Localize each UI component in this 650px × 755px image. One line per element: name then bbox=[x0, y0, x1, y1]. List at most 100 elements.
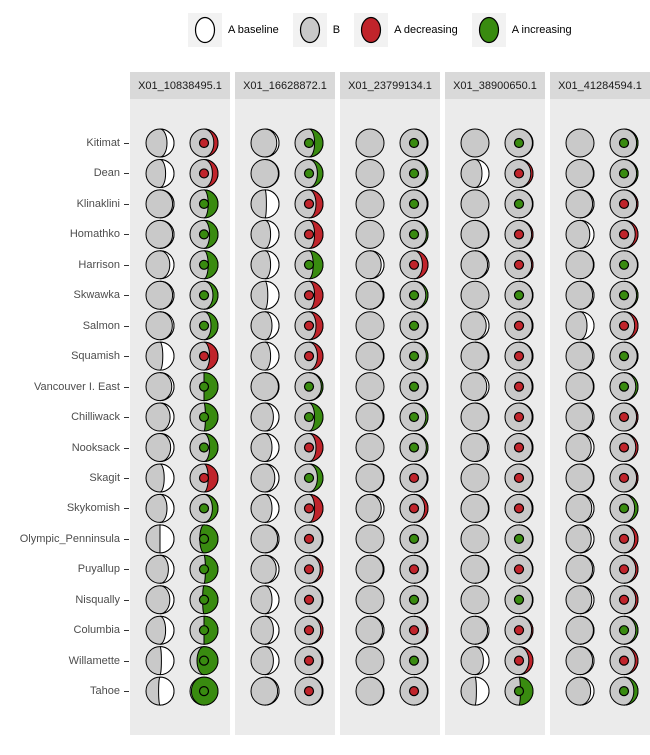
moon-glyph-baseline bbox=[145, 676, 175, 706]
moon-glyph-change-inc bbox=[189, 402, 219, 432]
y-axis-tick bbox=[124, 417, 129, 418]
y-axis-tick bbox=[124, 143, 129, 144]
moon-glyph-change-dec bbox=[504, 433, 534, 462]
moon-glyph-baseline bbox=[565, 189, 595, 219]
moon-glyph-change-inc bbox=[399, 646, 429, 676]
moon-glyph-baseline bbox=[355, 158, 385, 188]
moon-glyph-baseline bbox=[250, 402, 280, 432]
moon-glyph-change-dec bbox=[189, 341, 219, 371]
legend: A baseline B A decreasing A increasing bbox=[188, 12, 586, 48]
row-label: Olympic_Penninsula bbox=[19, 532, 120, 545]
moon-glyph-baseline bbox=[460, 676, 490, 706]
moon-glyph-change-inc bbox=[294, 463, 324, 493]
moon-glyph-change-inc bbox=[189, 585, 219, 615]
moon-glyph-baseline bbox=[460, 524, 490, 554]
moon-glyph-change-inc bbox=[189, 311, 219, 341]
moon-glyph-baseline bbox=[250, 189, 280, 219]
moon-glyph-change-inc bbox=[189, 219, 219, 249]
panel-strip: X01_41284594.1 bbox=[550, 72, 650, 99]
moon-glyph-baseline bbox=[460, 433, 490, 462]
panel-strip-label: X01_23799134.1 bbox=[348, 79, 432, 92]
moon-glyph-baseline bbox=[145, 646, 175, 676]
y-axis-tick bbox=[124, 234, 129, 235]
y-axis-tick bbox=[124, 600, 129, 601]
row-label: Skwawka bbox=[73, 289, 120, 302]
moon-glyph-baseline bbox=[145, 158, 175, 188]
moon-glyph-baseline bbox=[355, 493, 385, 523]
row-label: Willamette bbox=[68, 654, 120, 667]
moon-glyph-change-inc bbox=[504, 189, 534, 219]
moon-glyph-baseline bbox=[355, 554, 385, 584]
moon-glyph-change-inc bbox=[294, 128, 324, 158]
moon-glyph-baseline bbox=[565, 341, 595, 371]
row-label: Nisqually bbox=[75, 593, 120, 606]
moon-glyph-change-dec bbox=[504, 615, 534, 645]
row-label: Salmon bbox=[82, 319, 120, 332]
moon-glyph-baseline bbox=[460, 250, 490, 280]
moon-glyph-change-dec bbox=[504, 250, 534, 280]
moon-glyph-change-inc bbox=[504, 128, 534, 158]
moon-glyph-baseline bbox=[250, 493, 280, 523]
moon-glyph-baseline bbox=[145, 615, 175, 645]
moon-glyph-change-inc bbox=[504, 676, 534, 706]
moon-glyph-baseline bbox=[145, 372, 175, 402]
moon-glyph-change-dec bbox=[609, 463, 639, 493]
moon-glyph-baseline bbox=[565, 433, 595, 462]
moon-glyph-change-inc bbox=[399, 128, 429, 158]
moon-glyph-baseline bbox=[565, 676, 595, 706]
moon-glyph-baseline bbox=[460, 341, 490, 371]
moon-glyph-change-inc bbox=[609, 372, 639, 402]
moon-glyph-baseline bbox=[145, 128, 175, 158]
moon-glyph-baseline bbox=[355, 646, 385, 676]
moon-glyph-change-dec bbox=[609, 433, 639, 462]
moon-glyph-baseline bbox=[250, 128, 280, 158]
moon-glyph-change-inc bbox=[399, 433, 429, 462]
moon-glyph-baseline bbox=[145, 280, 175, 310]
moon-glyph-change-inc bbox=[189, 189, 219, 219]
moon-glyph-change-inc bbox=[189, 646, 219, 676]
moon-glyph-change-dec bbox=[189, 128, 219, 158]
legend-item: A decreasing bbox=[354, 13, 458, 47]
moon-glyph-baseline bbox=[460, 311, 490, 341]
moon-glyph-change-inc bbox=[399, 158, 429, 188]
legend-label: A baseline bbox=[228, 24, 279, 36]
moon-glyph-baseline bbox=[565, 615, 595, 645]
panel-strip: X01_38900650.1 bbox=[445, 72, 545, 99]
row-label: Skagit bbox=[89, 471, 120, 484]
moon-glyph-baseline bbox=[565, 280, 595, 310]
moon-glyph-baseline bbox=[250, 250, 280, 280]
moon-glyph-change-dec bbox=[294, 524, 324, 554]
moon-glyph-baseline bbox=[460, 402, 490, 432]
moon-glyph-change-dec bbox=[399, 676, 429, 706]
moon-glyph-change-inc bbox=[399, 372, 429, 402]
y-axis-tick bbox=[124, 356, 129, 357]
moon-glyph-change-dec bbox=[294, 341, 324, 371]
moon-glyph-change-dec bbox=[294, 585, 324, 615]
moon-glyph-baseline bbox=[355, 341, 385, 371]
moon-glyph-baseline bbox=[565, 219, 595, 249]
moon-glyph-change-dec bbox=[294, 676, 324, 706]
moon-glyph-change-inc bbox=[609, 341, 639, 371]
moon-glyph-baseline bbox=[565, 646, 595, 676]
moon-glyph-change-inc bbox=[294, 372, 324, 402]
moon-glyph-baseline bbox=[565, 524, 595, 554]
moon-glyph-change-dec bbox=[399, 250, 429, 280]
moon-glyph-change-dec bbox=[504, 372, 534, 402]
y-axis-tick bbox=[124, 448, 129, 449]
panel-strip: X01_16628872.1 bbox=[235, 72, 335, 99]
moon-glyph-change-dec bbox=[609, 219, 639, 249]
y-axis-tick bbox=[124, 295, 129, 296]
row-label: Vancouver I. East bbox=[33, 380, 120, 393]
moon-glyph-change-dec bbox=[609, 646, 639, 676]
moon-glyph-baseline bbox=[565, 158, 595, 188]
moon-glyph-change-inc bbox=[294, 402, 324, 432]
moon-glyph-change-inc bbox=[504, 585, 534, 615]
moon-glyph-change-dec bbox=[294, 280, 324, 310]
moon-glyph-baseline bbox=[565, 311, 595, 341]
moon-glyph-change-inc bbox=[609, 158, 639, 188]
moon-glyph-change-inc bbox=[609, 280, 639, 310]
moon-glyph-baseline bbox=[565, 128, 595, 158]
moon-glyph-baseline bbox=[145, 554, 175, 584]
moon-glyph-baseline bbox=[145, 219, 175, 249]
moon-glyph-baseline bbox=[565, 585, 595, 615]
